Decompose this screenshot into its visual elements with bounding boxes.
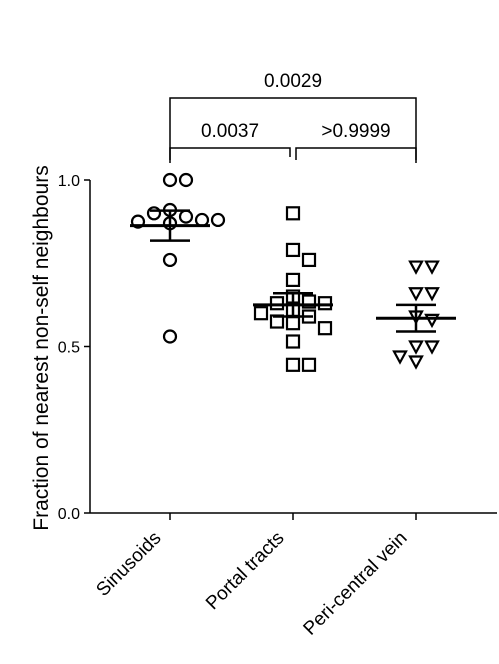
data-point-circle	[146, 206, 162, 221]
x-category-label: Peri-central vein	[300, 528, 412, 640]
comparison-bracket	[169, 147, 291, 163]
comparison-bracket	[295, 147, 417, 163]
data-points	[130, 172, 440, 372]
data-point-square	[285, 242, 301, 258]
p-value-label: 0.0037	[201, 121, 259, 142]
data-point-circle	[210, 212, 226, 228]
p-value-label: 0.0029	[264, 71, 322, 92]
y-tick-label: 0.0	[58, 506, 80, 523]
x-category-label: Sinusoids	[92, 528, 165, 601]
data-point-triangle	[408, 260, 424, 275]
data-point-triangle	[392, 350, 408, 365]
comparison-bracket	[169, 97, 417, 160]
data-point-square	[269, 296, 285, 311]
data-point-square	[317, 321, 333, 336]
data-point-square	[285, 272, 301, 287]
mean-sem-bars	[130, 209, 456, 333]
data-point-circle	[162, 329, 178, 344]
data-point-circle	[178, 172, 194, 188]
significance-brackets: 0.0037 >0.9999 0.0029	[169, 71, 417, 163]
y-axis-ticks: 0.0 0.5 1.0	[58, 173, 90, 523]
y-tick-label: 1.0	[58, 173, 80, 190]
data-point-circle	[162, 172, 178, 188]
data-point-square	[301, 357, 317, 372]
data-point-square	[285, 357, 301, 372]
data-point-triangle	[424, 313, 440, 329]
p-value-label: >0.9999	[321, 121, 390, 142]
data-point-circle	[162, 252, 178, 268]
data-point-triangle	[408, 355, 424, 370]
data-point-circle	[178, 209, 194, 224]
y-tick-label: 0.5	[58, 340, 80, 357]
x-category-label: Portal tracts	[202, 528, 289, 615]
data-point-triangle	[424, 340, 440, 355]
data-point-square	[285, 316, 301, 331]
data-point-square	[285, 334, 301, 349]
data-point-triangle	[424, 260, 440, 275]
data-point-triangle	[424, 287, 440, 302]
data-point-square	[301, 252, 317, 268]
data-point-triangle	[408, 340, 424, 355]
data-point-square	[253, 306, 269, 321]
data-point-triangle	[408, 287, 424, 302]
data-point-square	[317, 296, 333, 311]
x-axis-categories: Sinusoids Portal tracts Peri-central vein	[92, 513, 417, 640]
y-axis-title: Fraction of nearest non-self neighbours	[30, 165, 53, 530]
data-point-square	[285, 206, 301, 221]
